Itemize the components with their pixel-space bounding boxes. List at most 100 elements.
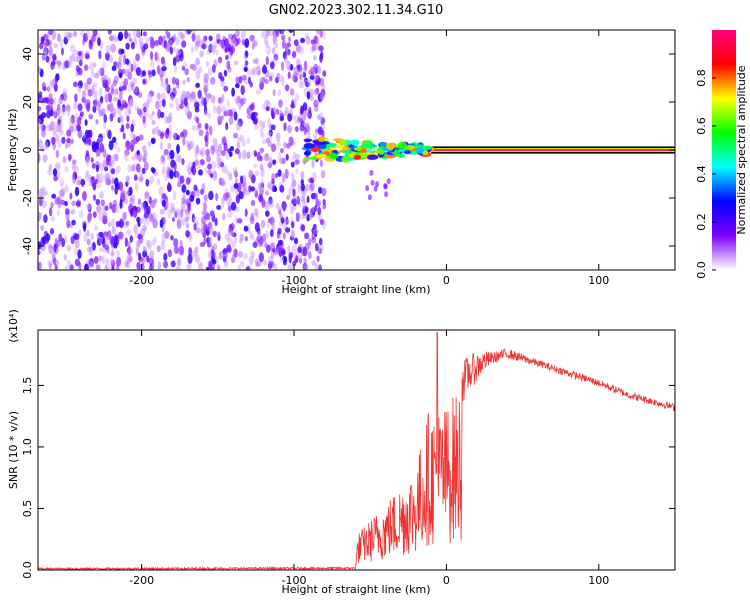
noise-speckle	[294, 153, 300, 159]
noise-speckle	[40, 244, 46, 252]
noise-speckle	[306, 127, 311, 135]
onset-blob	[354, 154, 362, 159]
noise-speckle	[163, 252, 168, 261]
noise-speckle	[46, 110, 51, 119]
noise-speckle	[301, 68, 306, 76]
noise-speckle	[180, 131, 184, 138]
noise-speckle	[272, 33, 277, 39]
noise-speckle	[198, 66, 203, 74]
noise-speckle	[124, 68, 129, 77]
onset-blob	[404, 145, 416, 150]
noise-speckle	[277, 89, 281, 97]
noise-speckle	[160, 80, 165, 88]
x-tick-label: -200	[129, 274, 154, 287]
noise-speckle	[135, 247, 139, 256]
noise-speckle	[221, 196, 225, 204]
noise-speckle	[95, 264, 101, 270]
noise-speckle	[53, 43, 59, 49]
noise-speckle	[307, 240, 311, 249]
noise-speckle	[292, 261, 297, 267]
noise-speckle	[279, 30, 285, 35]
noise-speckle	[236, 141, 241, 149]
noise-speckle	[232, 166, 238, 176]
noise-speckle	[310, 182, 315, 192]
noise-speckle	[233, 111, 238, 121]
noise-speckle	[164, 84, 170, 92]
noise-speckle	[59, 39, 64, 47]
noise-speckle	[208, 43, 214, 52]
noise-speckle	[296, 58, 301, 66]
noise-speckle	[84, 82, 88, 90]
noise-speckle	[243, 252, 249, 260]
noise-speckle	[156, 92, 161, 101]
noise-speckle	[231, 38, 237, 46]
noise-speckle	[268, 156, 273, 163]
noise-speckle	[70, 138, 74, 145]
noise-speckle	[322, 70, 327, 77]
noise-speckle	[57, 103, 61, 112]
noise-speckle	[172, 46, 176, 53]
noise-speckle	[273, 186, 278, 193]
noise-speckle	[96, 204, 102, 214]
noise-speckle	[270, 107, 274, 118]
noise-speckle	[64, 265, 69, 270]
noise-speckle	[64, 184, 69, 193]
noise-speckle	[227, 195, 233, 206]
noise-speckle	[144, 191, 150, 199]
noise-speckle	[38, 188, 43, 197]
noise-speckle	[249, 231, 253, 240]
noise-speckle	[38, 94, 43, 103]
noise-speckle	[280, 217, 285, 224]
spectrogram-data	[38, 30, 675, 270]
noise-speckle	[243, 66, 248, 72]
noise-speckle	[159, 141, 164, 151]
noise-speckle	[99, 40, 104, 51]
noise-speckle	[85, 157, 90, 167]
noise-speckle	[310, 207, 316, 215]
noise-speckle	[259, 119, 263, 127]
noise-speckle	[86, 169, 90, 178]
noise-speckle	[146, 239, 151, 248]
noise-speckle	[318, 264, 322, 270]
noise-speckle	[98, 191, 104, 199]
noise-speckle	[139, 134, 144, 141]
noise-speckle	[180, 33, 185, 40]
noise-speckle	[267, 261, 274, 267]
noise-speckle	[129, 131, 135, 139]
noise-speckle	[77, 103, 83, 112]
noise-speckle	[212, 251, 216, 259]
snr-y-scale-label: (x10⁴)	[7, 309, 20, 343]
noise-speckle	[80, 178, 85, 188]
noise-speckle	[165, 30, 169, 36]
noise-speckle	[225, 169, 230, 176]
noise-speckle	[254, 187, 258, 194]
noise-speckle	[291, 100, 295, 109]
noise-speckle	[309, 74, 315, 80]
noise-speckle	[322, 203, 327, 210]
noise-speckle	[151, 110, 155, 116]
noise-speckle	[254, 222, 260, 233]
noise-speckle	[77, 80, 83, 89]
noise-speckle	[226, 98, 230, 109]
noise-speckle	[109, 54, 113, 64]
tail-speckle	[383, 183, 388, 190]
noise-speckle	[180, 208, 184, 218]
noise-speckle	[43, 42, 47, 48]
noise-speckle	[56, 123, 62, 133]
noise-speckle	[74, 233, 80, 240]
noise-speckle	[212, 243, 218, 251]
noise-speckle	[140, 202, 145, 210]
noise-speckle	[127, 247, 134, 256]
noise-speckle	[188, 247, 193, 256]
onset-blob	[397, 154, 405, 158]
tail-speckle	[370, 179, 375, 186]
snr-x-axis-title: Height of straight line (km)	[281, 583, 430, 596]
noise-speckle	[194, 159, 199, 166]
noise-speckle	[45, 55, 50, 63]
noise-speckle	[208, 43, 213, 53]
noise-speckle	[63, 36, 69, 45]
noise-speckle	[252, 241, 258, 248]
noise-speckle	[304, 206, 309, 214]
noise-speckle	[268, 129, 273, 137]
